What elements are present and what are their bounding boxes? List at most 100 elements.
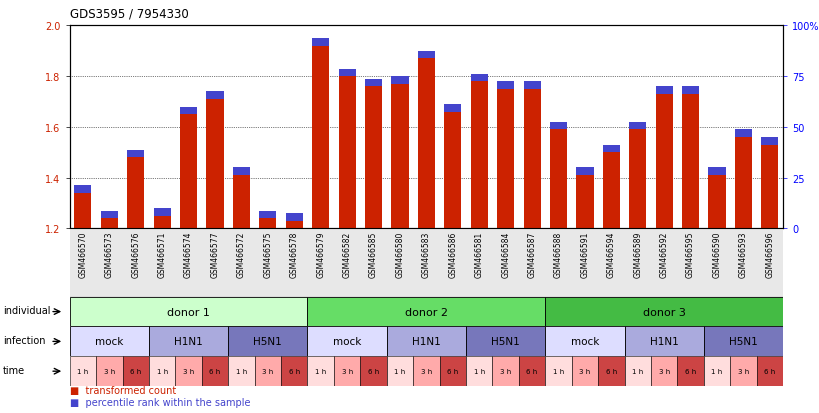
Text: time: time [2,365,25,375]
Text: GSM466586: GSM466586 [448,231,457,277]
Bar [730,229,756,297]
Bar [364,80,382,229]
Bar [307,356,333,386]
Text: GDS3595 / 7954330: GDS3595 / 7954330 [70,8,188,21]
Bar [149,356,175,386]
Text: H5N1: H5N1 [253,337,282,347]
Bar [492,356,518,386]
Text: 3 h: 3 h [183,368,194,374]
Bar [465,356,492,386]
Bar [470,74,487,82]
Bar [201,356,228,386]
Text: 1 h: 1 h [236,368,247,374]
Text: GSM466582: GSM466582 [342,231,351,277]
Bar [545,229,571,297]
Bar [233,168,250,229]
Bar [360,229,387,297]
Bar [650,229,676,297]
Bar [70,229,96,297]
Bar [465,229,492,297]
Text: GSM466570: GSM466570 [79,231,88,277]
Text: GSM466578: GSM466578 [289,231,298,277]
Bar [387,327,465,356]
Bar [496,82,514,229]
Bar [708,168,725,176]
Bar [465,327,545,356]
Bar [624,229,650,297]
Bar [418,52,434,59]
Bar [681,87,699,95]
Bar [75,186,92,193]
Bar [470,74,487,229]
Text: 6 h: 6 h [763,368,775,374]
Bar [523,82,540,90]
Bar [180,107,197,229]
Text: 1 h: 1 h [394,368,405,374]
Bar [576,168,593,229]
Text: 6 h: 6 h [684,368,695,374]
Text: GSM466581: GSM466581 [474,231,483,277]
Bar [338,69,355,77]
Text: 3 h: 3 h [262,368,274,374]
Bar [255,356,281,386]
Bar [387,229,413,297]
Bar [391,77,408,85]
Bar [545,356,571,386]
Bar [703,229,730,297]
Text: 6 h: 6 h [288,368,300,374]
Bar [439,229,465,297]
Text: 6 h: 6 h [526,368,537,374]
Text: GSM466579: GSM466579 [316,231,325,277]
Bar [518,356,545,386]
Bar [259,211,276,229]
Bar [650,356,676,386]
Text: donor 1: donor 1 [167,307,210,317]
Text: GSM466593: GSM466593 [738,231,747,277]
Text: GSM466585: GSM466585 [369,231,378,277]
Bar [180,107,197,115]
Text: infection: infection [2,335,45,345]
Bar [676,356,703,386]
Bar [597,356,624,386]
Text: 1 h: 1 h [77,368,88,374]
Text: GSM466595: GSM466595 [686,231,695,277]
Bar [333,229,360,297]
Text: GSM466587: GSM466587 [527,231,536,277]
Text: 3 h: 3 h [103,368,115,374]
Text: 6 h: 6 h [368,368,378,374]
Bar [550,123,567,229]
Bar [285,214,302,229]
Bar [550,123,567,130]
Text: GSM466571: GSM466571 [157,231,166,277]
Bar [734,130,751,229]
Bar [703,356,730,386]
Text: GSM466574: GSM466574 [184,231,192,277]
Text: GSM466596: GSM466596 [764,231,773,277]
Bar [676,229,703,297]
Text: 3 h: 3 h [737,368,749,374]
Bar [175,356,201,386]
Text: GSM466589: GSM466589 [632,231,641,277]
Bar [233,168,250,176]
Text: 3 h: 3 h [341,368,352,374]
Bar [760,138,777,145]
Text: 6 h: 6 h [209,368,220,374]
Text: 1 h: 1 h [314,368,326,374]
Bar [307,229,333,297]
Text: H5N1: H5N1 [491,337,519,347]
Bar [571,229,597,297]
Text: GSM466590: GSM466590 [712,231,721,277]
Bar [360,356,387,386]
Text: 6 h: 6 h [130,368,141,374]
Text: donor 2: donor 2 [405,307,447,317]
Bar [444,105,461,112]
Bar [149,229,175,297]
Bar [70,356,96,386]
Bar [624,327,703,356]
Bar [101,211,118,219]
Bar [730,356,756,386]
Bar [75,186,92,229]
Text: GSM466576: GSM466576 [131,231,140,277]
Text: GSM466592: GSM466592 [659,231,667,277]
Text: GSM466580: GSM466580 [395,231,404,277]
